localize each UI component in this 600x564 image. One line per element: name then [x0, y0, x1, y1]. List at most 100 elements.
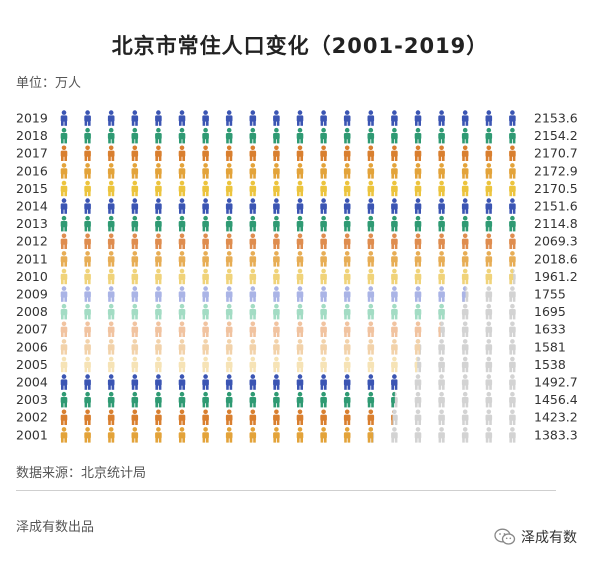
person-icon — [485, 303, 493, 320]
person-icon — [343, 391, 351, 408]
person-icon — [367, 427, 375, 443]
person-icon — [391, 356, 398, 373]
person-icon — [296, 251, 304, 267]
person-icon — [509, 339, 516, 355]
person-icon — [438, 180, 445, 197]
person-icon — [485, 409, 493, 425]
person-icon — [84, 391, 91, 408]
person-icon — [320, 233, 327, 249]
wechat-icon — [494, 528, 516, 545]
person-icon — [225, 233, 233, 249]
person-icon — [131, 163, 139, 179]
person-icon — [461, 356, 469, 373]
person-icon — [509, 233, 516, 249]
row-2013: 2013 2114.8 — [16, 215, 578, 232]
person-icon — [155, 339, 162, 355]
person-icon — [60, 339, 68, 355]
person-icon — [249, 409, 257, 425]
person-icon — [343, 251, 351, 267]
person-icon — [485, 110, 493, 126]
person-icon — [273, 409, 280, 425]
year-label: 2005 — [16, 357, 48, 372]
person-icon — [391, 180, 398, 197]
person-icon — [225, 268, 233, 285]
person-icon — [391, 233, 398, 249]
person-icon — [461, 163, 469, 179]
person-icon — [249, 233, 257, 249]
person-icon — [296, 321, 304, 337]
person-icon — [320, 268, 327, 285]
person-icon — [131, 198, 139, 214]
person-icon — [414, 110, 422, 126]
person-icon — [320, 198, 327, 214]
person-icon — [343, 233, 351, 249]
person-icon — [84, 163, 91, 179]
person-icon — [131, 286, 139, 302]
person-icon — [438, 198, 445, 214]
person-icon — [414, 233, 422, 249]
person-icon — [60, 268, 68, 285]
person-icon — [509, 356, 516, 373]
person-icon — [225, 321, 233, 337]
person-icon — [225, 145, 233, 161]
person-icon — [438, 251, 445, 267]
value-label: 2172.9 — [534, 163, 578, 178]
person-icon — [320, 303, 327, 320]
person-icon — [485, 391, 493, 408]
person-icon — [367, 339, 375, 355]
person-icon — [84, 303, 91, 320]
person-icon — [155, 409, 162, 425]
person-icon — [367, 391, 375, 408]
person-icon — [414, 251, 422, 267]
person-icon — [343, 286, 351, 302]
person-icon — [461, 409, 469, 425]
year-label: 2019 — [16, 111, 48, 126]
person-icon — [343, 409, 351, 425]
person-icon — [367, 110, 375, 126]
person-icon — [131, 356, 139, 373]
person-icon — [461, 391, 469, 408]
person-icon — [367, 321, 375, 337]
person-icon — [414, 286, 422, 302]
person-icon — [202, 268, 209, 285]
person-icon — [343, 215, 351, 232]
person-icon — [485, 321, 493, 337]
value-label: 1695 — [534, 304, 566, 319]
person-icon — [485, 233, 493, 249]
person-icon — [84, 409, 91, 425]
person-icon — [509, 391, 516, 408]
person-icon — [273, 374, 280, 390]
person-icon — [84, 374, 91, 390]
person-icon — [178, 251, 186, 267]
person-icon — [202, 110, 209, 126]
person-icon — [178, 180, 186, 197]
value-label: 1492.7 — [534, 375, 578, 390]
chart-title: 北京市常住人口变化（2001-2019） — [111, 34, 489, 58]
person-icon — [273, 286, 280, 302]
person-icon — [367, 374, 375, 390]
person-icon — [155, 163, 162, 179]
person-icon — [155, 145, 162, 161]
row-2002: 2002 1423.2 — [16, 409, 578, 425]
person-icon — [343, 163, 351, 179]
person-icon — [414, 268, 422, 285]
row-2007: 2007 1633 — [16, 321, 566, 337]
year-label: 2015 — [16, 181, 48, 196]
person-icon — [155, 356, 162, 373]
person-icon — [461, 339, 469, 355]
person-icon — [225, 215, 233, 232]
person-icon — [296, 180, 304, 197]
person-icon — [461, 180, 469, 197]
person-icon — [84, 268, 91, 285]
person-icon — [320, 391, 327, 408]
person-icon — [509, 268, 516, 285]
person-icon — [155, 180, 162, 197]
value-label: 1755 — [534, 287, 566, 302]
person-icon — [461, 268, 469, 285]
person-icon — [84, 427, 91, 443]
year-label: 2016 — [16, 163, 48, 178]
year-label: 2017 — [16, 146, 48, 161]
person-icon — [249, 374, 257, 390]
person-icon — [178, 339, 186, 355]
person-icon — [202, 251, 209, 267]
